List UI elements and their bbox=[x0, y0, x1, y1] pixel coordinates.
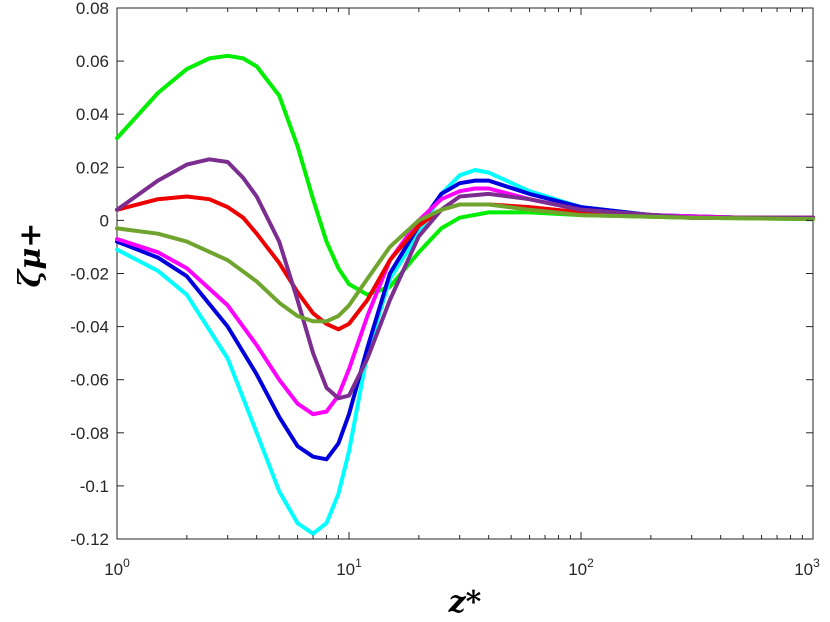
y-tick-label: 0.02 bbox=[76, 158, 109, 177]
y-axis-title-text: ζμ+ bbox=[13, 223, 48, 288]
y-tick-label: 0.06 bbox=[76, 52, 109, 71]
y-tick-label: 0 bbox=[100, 211, 109, 230]
plot-area bbox=[116, 7, 814, 540]
y-axis-title: ζμ+ bbox=[13, 223, 48, 288]
series-line-6 bbox=[115, 157, 815, 401]
y-tick-label: 0.04 bbox=[76, 105, 109, 124]
y-tick-labels: 0.08 0.06 0.04 0.02 0 -0.02 -0.04 -0.06 -0.08 -0.… bbox=[70, 0, 109, 549]
y-tick-label: -0.1 bbox=[80, 477, 109, 496]
x-tick-label: 102 bbox=[568, 556, 594, 579]
y-tick-label: -0.02 bbox=[70, 265, 109, 284]
series-layer bbox=[115, 53, 815, 536]
series-line-1 bbox=[115, 53, 815, 297]
y-tick-label: -0.04 bbox=[70, 318, 109, 337]
series-line-3 bbox=[115, 178, 815, 462]
x-tick-labels: 100 101 102 103 bbox=[104, 556, 820, 579]
y-tick-label: -0.12 bbox=[70, 530, 109, 549]
svg-text:ζμ+: ζμ+ bbox=[13, 223, 48, 288]
x-axis-title: z* bbox=[448, 585, 482, 620]
tick-marks bbox=[116, 7, 814, 540]
y-tick-label: -0.08 bbox=[70, 424, 109, 443]
y-tick-label: -0.06 bbox=[70, 371, 109, 390]
x-tick-label: 100 bbox=[104, 556, 130, 579]
series-line-7 bbox=[115, 202, 815, 324]
y-tick-label: 0.08 bbox=[76, 0, 109, 18]
x-tick-label: 103 bbox=[794, 556, 820, 579]
x-tick-label: 101 bbox=[336, 556, 362, 579]
